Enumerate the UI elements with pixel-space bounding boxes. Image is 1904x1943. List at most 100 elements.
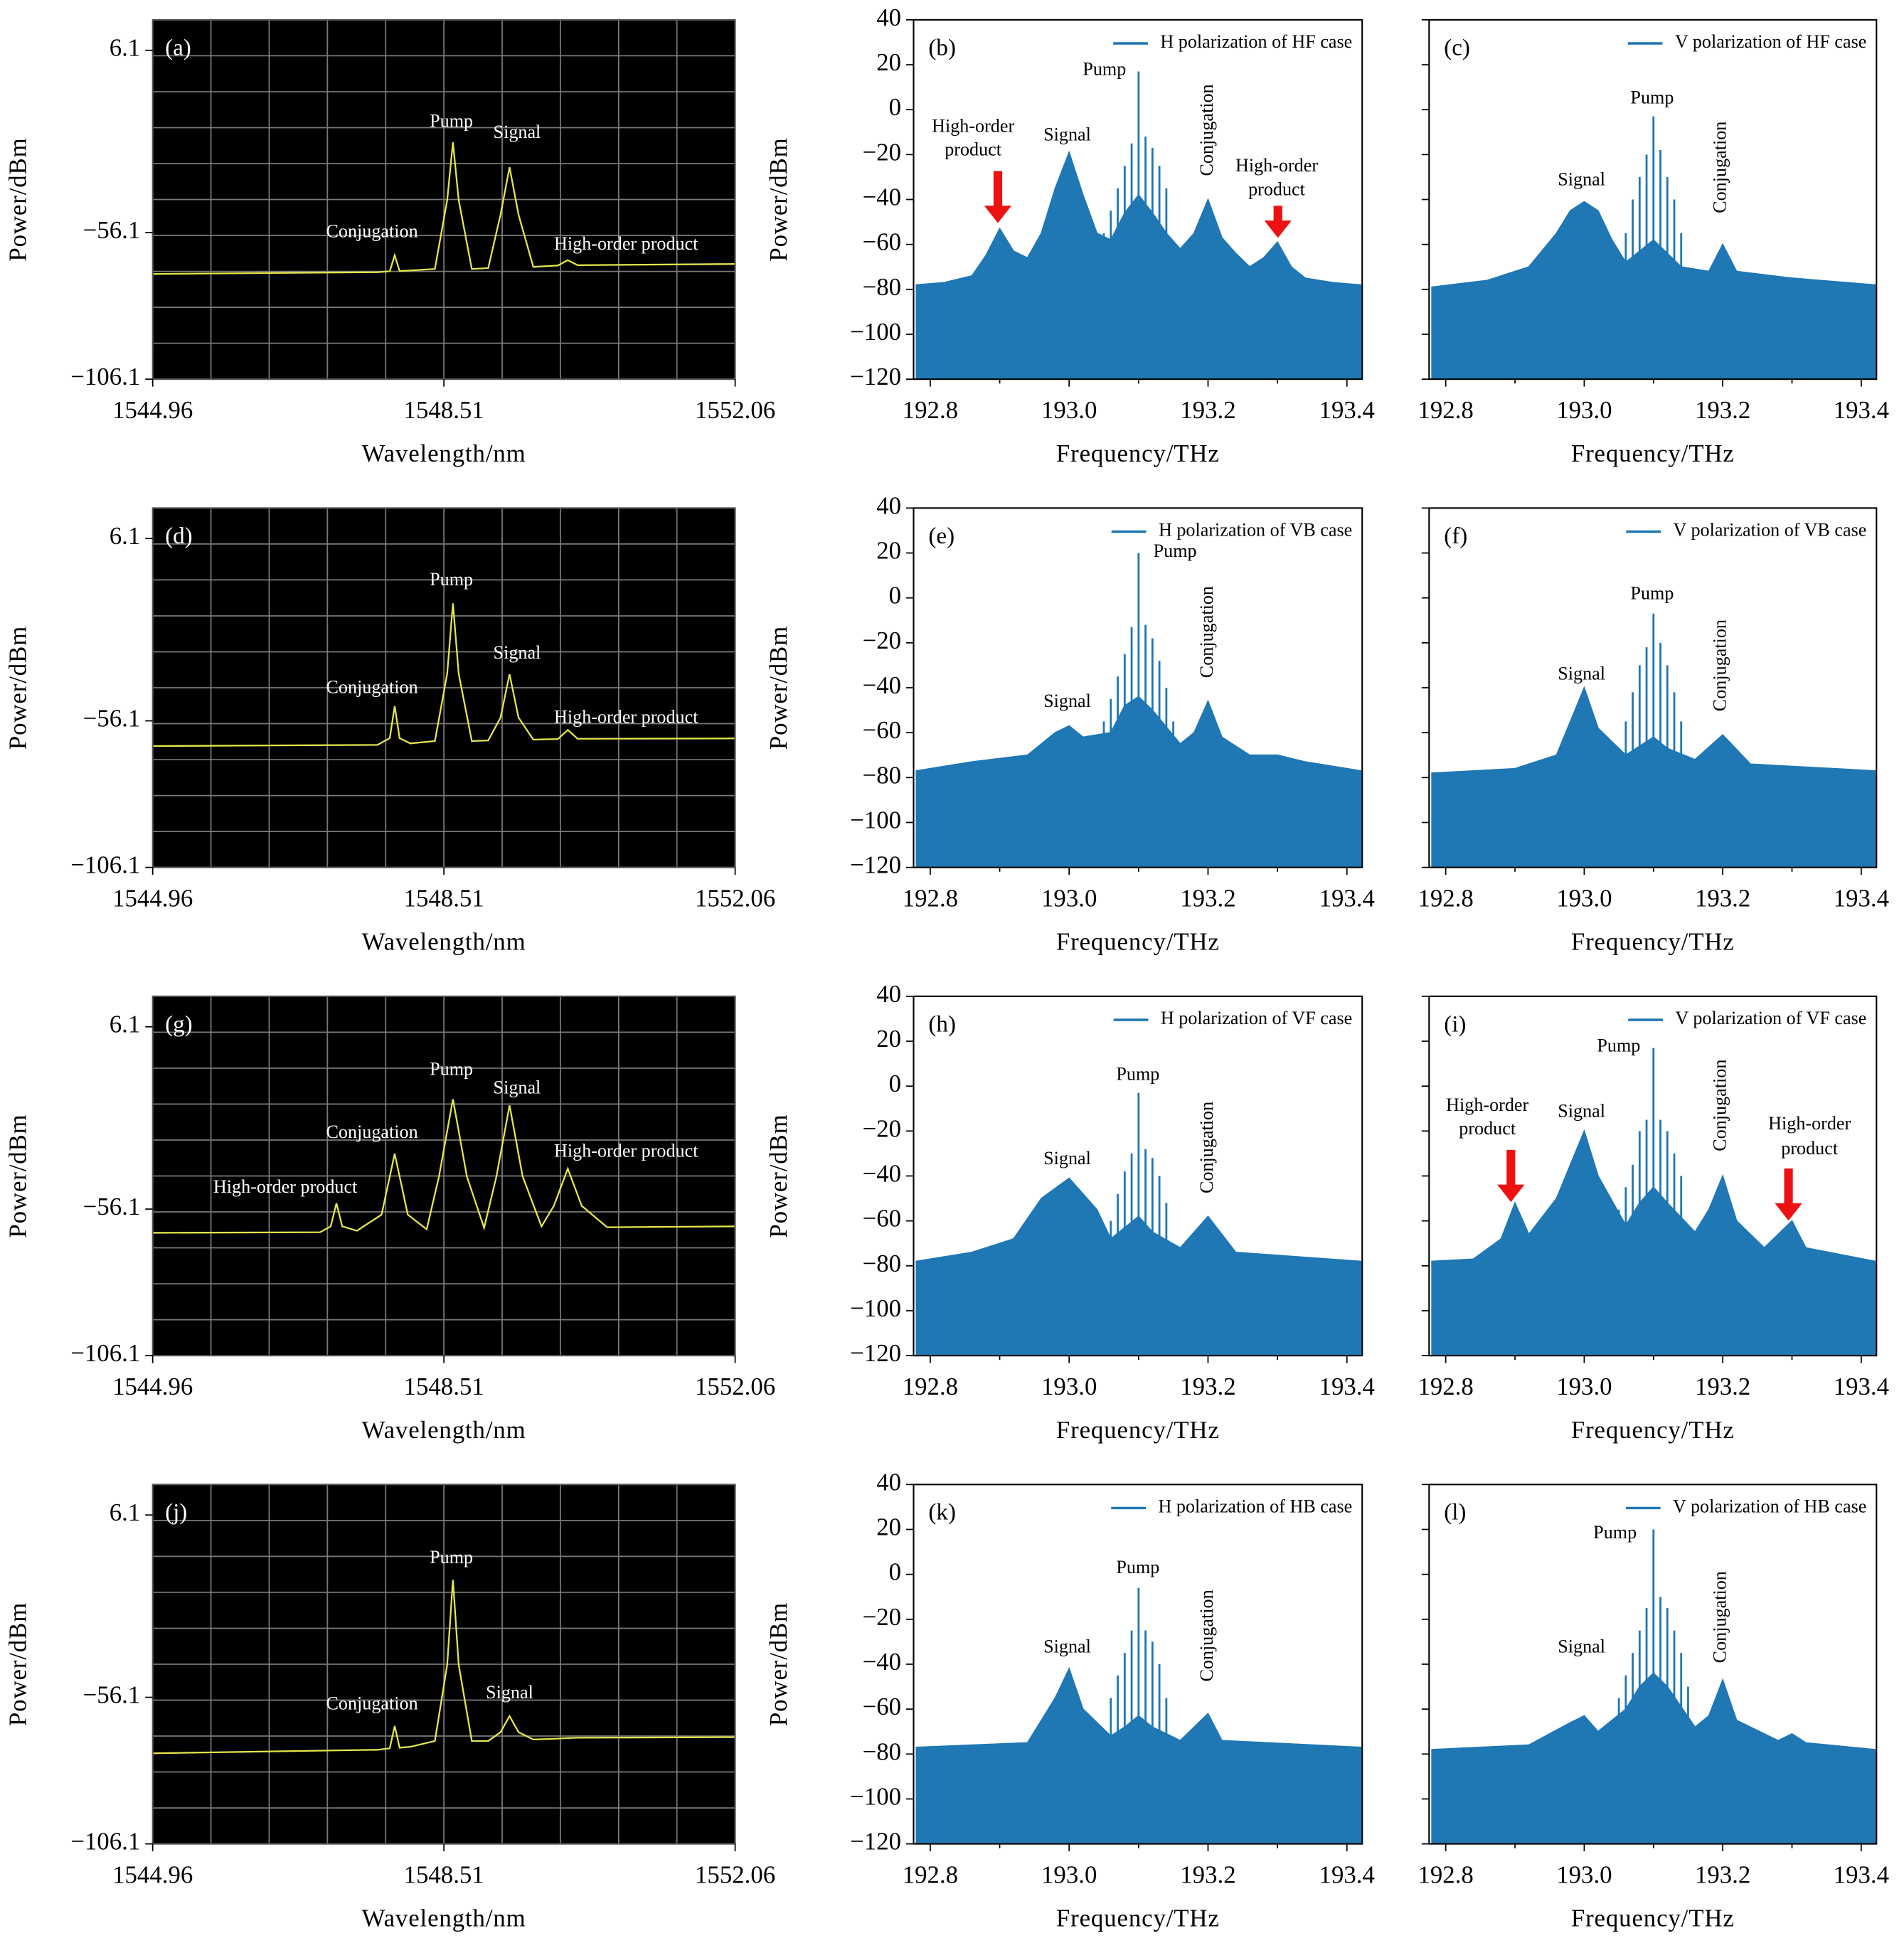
panel: 192.8 193.0 193.2 193.4 −120 −100 −80 −60 −40 −20… [765,4,1375,467]
annotation: product [1248,179,1306,199]
y-tick-label: −20 [863,138,901,166]
y-tick-label: −60 [863,1205,901,1233]
x-axis-label: Frequency/THz [1571,440,1735,467]
annotation: Signal [1558,664,1605,684]
x-axis-label: Frequency/THz [1571,1416,1735,1444]
y-tick-label: 40 [876,1468,901,1496]
annotation: Pump [1597,1035,1640,1055]
spectrum-line [152,1580,735,1755]
x-tick-label: 193.0 [1041,1861,1097,1889]
x-axis-label: Wavelength/nm [362,1905,526,1932]
annotation: Signal [1558,1636,1605,1656]
y-tick-label: 6.1 [110,34,141,62]
panel: 192.8 193.0 193.2 193.4 −120 −100 −80 −60 −40 −20… [765,491,1375,955]
x-tick-label: 1544.96 [112,1373,193,1400]
annotation: High-order [1235,155,1318,176]
x-tick-label: 193.2 [1180,396,1235,424]
x-tick-label: 193.4 [1834,1373,1889,1400]
x-tick-label: 192.8 [1418,1373,1473,1400]
y-tick-label: −120 [850,363,901,390]
y-tick-label: −40 [863,1648,901,1676]
spectrum-line [152,603,735,747]
annotation: Conjugation [1709,1060,1730,1151]
annotation: Pump [1154,541,1197,561]
plot-area [915,1587,1362,1844]
x-tick-label: 193.2 [1695,396,1750,424]
panel-label: (g) [165,1011,193,1037]
y-axis-label: Power/dBm [765,1114,792,1237]
x-tick-label: 192.8 [1418,396,1473,424]
x-tick-label: 193.4 [1319,1861,1375,1889]
y-tick-label: −80 [863,1737,901,1765]
plot-area [1431,116,1876,380]
panel: 1544.96 1548.51 1552.06 6.1 −56.1 −106.1 Wavel… [4,995,775,1444]
legend-label: V polarization of HF case [1675,31,1866,52]
y-tick-label: −56.1 [83,705,141,733]
annotation: Conjugation [326,1693,418,1713]
y-tick-label: −100 [850,1782,901,1810]
annotation: High-order [1768,1113,1851,1134]
y-tick-label: 6.1 [110,522,141,550]
y-tick-label: −56.1 [83,1681,141,1709]
x-tick-label: 193.4 [1834,396,1889,424]
spectrum-area [915,150,1362,380]
y-tick-label: −106.1 [70,851,140,879]
x-axis-label: Frequency/THz [1056,440,1220,467]
y-tick-label: −106.1 [70,1339,140,1367]
annotation: High-order product [554,1140,698,1161]
legend-label: H polarization of HF case [1160,31,1352,52]
y-tick-label: 0 [889,1558,901,1586]
annotation: Signal [494,122,541,142]
y-tick-label: −100 [850,318,901,346]
x-axis-label: Frequency/THz [1056,1905,1220,1932]
x-axis-label: Frequency/THz [1571,1905,1735,1932]
y-tick-label: −80 [863,273,901,301]
x-axis-label: Frequency/THz [1056,928,1220,956]
plot-area [152,508,735,868]
x-tick-label: 193.4 [1319,1373,1375,1400]
annotation: product [945,139,1002,160]
plot-area [152,996,735,1356]
legend-label: V polarization of HB case [1673,1496,1866,1516]
plot-frame [913,507,1363,868]
x-axis-label: Frequency/THz [1056,1416,1220,1444]
x-tick-label: 193.0 [1556,1861,1612,1889]
plot-area [1431,613,1876,868]
annotation: Signal [1043,691,1091,711]
plot-area [1431,1048,1876,1356]
annotation: Signal [494,1077,541,1098]
x-tick-label: 1544.96 [112,885,193,912]
y-tick-label: −120 [850,1339,901,1367]
annotation: Pump [1116,1557,1159,1577]
annotation-arrow [1264,206,1292,238]
y-tick-label: −120 [850,851,901,879]
x-tick-label: 193.0 [1041,885,1097,912]
panel-label: (h) [928,1011,956,1037]
y-tick-label: 0 [889,582,901,609]
spectrum-area [1431,201,1876,380]
x-tick-label: 192.8 [1418,885,1473,912]
annotation: Conjugation [326,1122,418,1142]
legend-label: H polarization of HB case [1158,1496,1352,1516]
y-tick-label: 40 [876,980,901,1008]
y-axis-label: Power/dBm [765,137,792,261]
annotation: Conjugation [1196,84,1217,176]
y-tick-label: −80 [863,1250,901,1277]
spectrum-area [915,696,1362,868]
annotation: Pump [430,1547,473,1567]
y-tick-label: 20 [876,1025,901,1053]
x-tick-label: 192.8 [903,1373,958,1400]
panel-label: (l) [1444,1500,1466,1526]
y-axis-label: Power/dBm [765,626,792,750]
x-tick-label: 193.0 [1041,396,1097,424]
panel-label: (f) [1444,523,1467,549]
plot-area [152,19,735,380]
x-tick-label: 1552.06 [695,885,775,912]
y-tick-label: −100 [850,806,901,834]
y-tick-label: 20 [876,48,901,76]
x-axis-label: Wavelength/nm [362,1416,526,1444]
x-axis-label: Wavelength/nm [362,928,526,956]
legend-label: V polarization of VF case [1675,1008,1866,1028]
y-axis-label: Power/dBm [4,626,31,750]
